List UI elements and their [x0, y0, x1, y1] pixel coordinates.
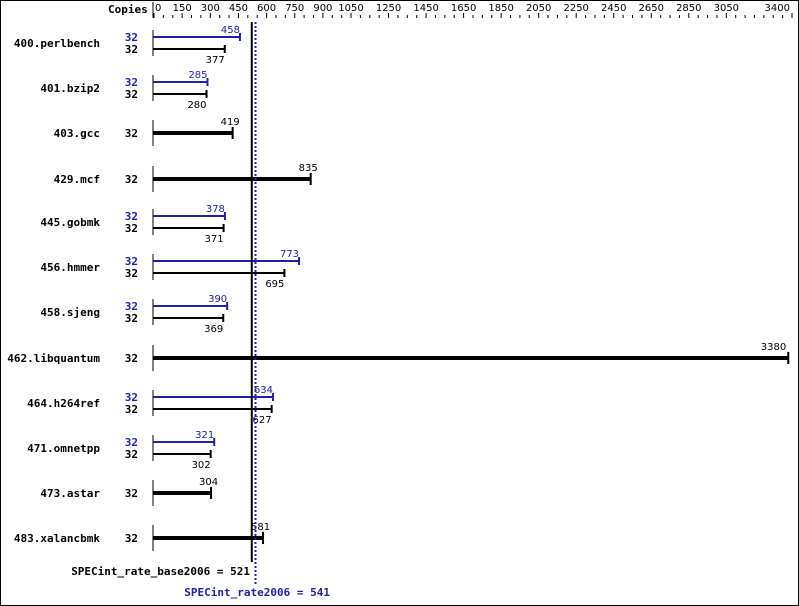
tick-label: 2850 — [676, 3, 701, 14]
base-copies: 32 — [125, 127, 138, 140]
benchmark-name: 400.perlbench — [14, 37, 100, 50]
tick-label: 2250 — [563, 3, 588, 14]
benchmark-name: 473.astar — [40, 487, 100, 500]
benchmark-name: 458.sjeng — [40, 306, 100, 319]
base-value-label: 3380 — [761, 342, 786, 353]
base-value-label: 695 — [265, 279, 284, 290]
benchmark-name: 456.hmmer — [40, 261, 100, 274]
base-copies: 32 — [125, 88, 138, 101]
peak-copies: 32 — [125, 391, 138, 404]
base-copies: 32 — [125, 532, 138, 545]
base-value-label: 371 — [205, 234, 224, 245]
base-value-label: 377 — [206, 55, 225, 66]
peak-copies: 32 — [125, 31, 138, 44]
peak-value-label: 773 — [280, 249, 299, 260]
benchmark-name: 429.mcf — [54, 173, 100, 186]
base-copies: 32 — [125, 222, 138, 235]
benchmark-name: 471.omnetpp — [27, 442, 100, 455]
base-value-label: 835 — [299, 163, 318, 174]
tick-label: 1450 — [413, 3, 438, 14]
base-summary-label: SPECint_rate_base2006 = 521 — [71, 565, 250, 578]
base-copies: 32 — [125, 312, 138, 325]
peak-value-label: 285 — [188, 70, 207, 81]
base-copies: 32 — [125, 173, 138, 186]
tick-label: 450 — [229, 3, 248, 14]
peak-copies: 32 — [125, 210, 138, 223]
tick-label: 2650 — [639, 3, 664, 14]
tick-label: 0 — [155, 3, 161, 14]
tick-label: 1650 — [451, 3, 476, 14]
benchmark-name: 403.gcc — [54, 127, 100, 140]
benchmark-name: 464.h264ref — [27, 397, 100, 410]
benchmark-name: 483.xalancbmk — [14, 532, 100, 545]
peak-copies: 32 — [125, 76, 138, 89]
base-copies: 32 — [125, 43, 138, 56]
base-copies: 32 — [125, 487, 138, 500]
peak-value-label: 634 — [254, 385, 273, 396]
base-value-label: 419 — [221, 117, 240, 128]
base-copies: 32 — [125, 448, 138, 461]
peak-value-label: 321 — [195, 430, 214, 441]
benchmark-name: 401.bzip2 — [40, 82, 100, 95]
tick-label: 3050 — [714, 3, 739, 14]
base-copies: 32 — [125, 267, 138, 280]
tick-label: 300 — [201, 3, 220, 14]
peak-copies: 32 — [125, 300, 138, 313]
tick-label: 1050 — [338, 3, 363, 14]
base-value-label: 302 — [192, 460, 211, 471]
tick-label: 1850 — [488, 3, 513, 14]
benchmark-name: 462.libquantum — [7, 352, 100, 365]
base-value-label: 581 — [251, 522, 270, 533]
base-value-label: 369 — [204, 324, 223, 335]
base-value-label: 280 — [187, 100, 206, 111]
base-copies: 32 — [125, 352, 138, 365]
benchmark-name: 445.gobmk — [40, 216, 100, 229]
base-value-label: 627 — [253, 415, 272, 426]
tick-label: 2450 — [601, 3, 626, 14]
peak-value-label: 458 — [221, 25, 240, 36]
peak-value-label: 390 — [208, 294, 227, 305]
axis-title: Copies — [108, 3, 148, 16]
tick-label: 750 — [285, 3, 304, 14]
tick-label: 900 — [313, 3, 332, 14]
peak-copies: 32 — [125, 436, 138, 449]
peak-value-label: 378 — [206, 204, 225, 215]
tick-label: 600 — [257, 3, 276, 14]
peak-summary-label: SPECint_rate2006 = 541 — [184, 586, 330, 599]
tick-label: 1250 — [376, 3, 401, 14]
peak-copies: 32 — [125, 255, 138, 268]
tick-label: 2050 — [526, 3, 551, 14]
tick-label: 3400 — [765, 3, 790, 14]
base-value-label: 304 — [199, 477, 218, 488]
tick-label: 150 — [173, 3, 192, 14]
base-copies: 32 — [125, 403, 138, 416]
